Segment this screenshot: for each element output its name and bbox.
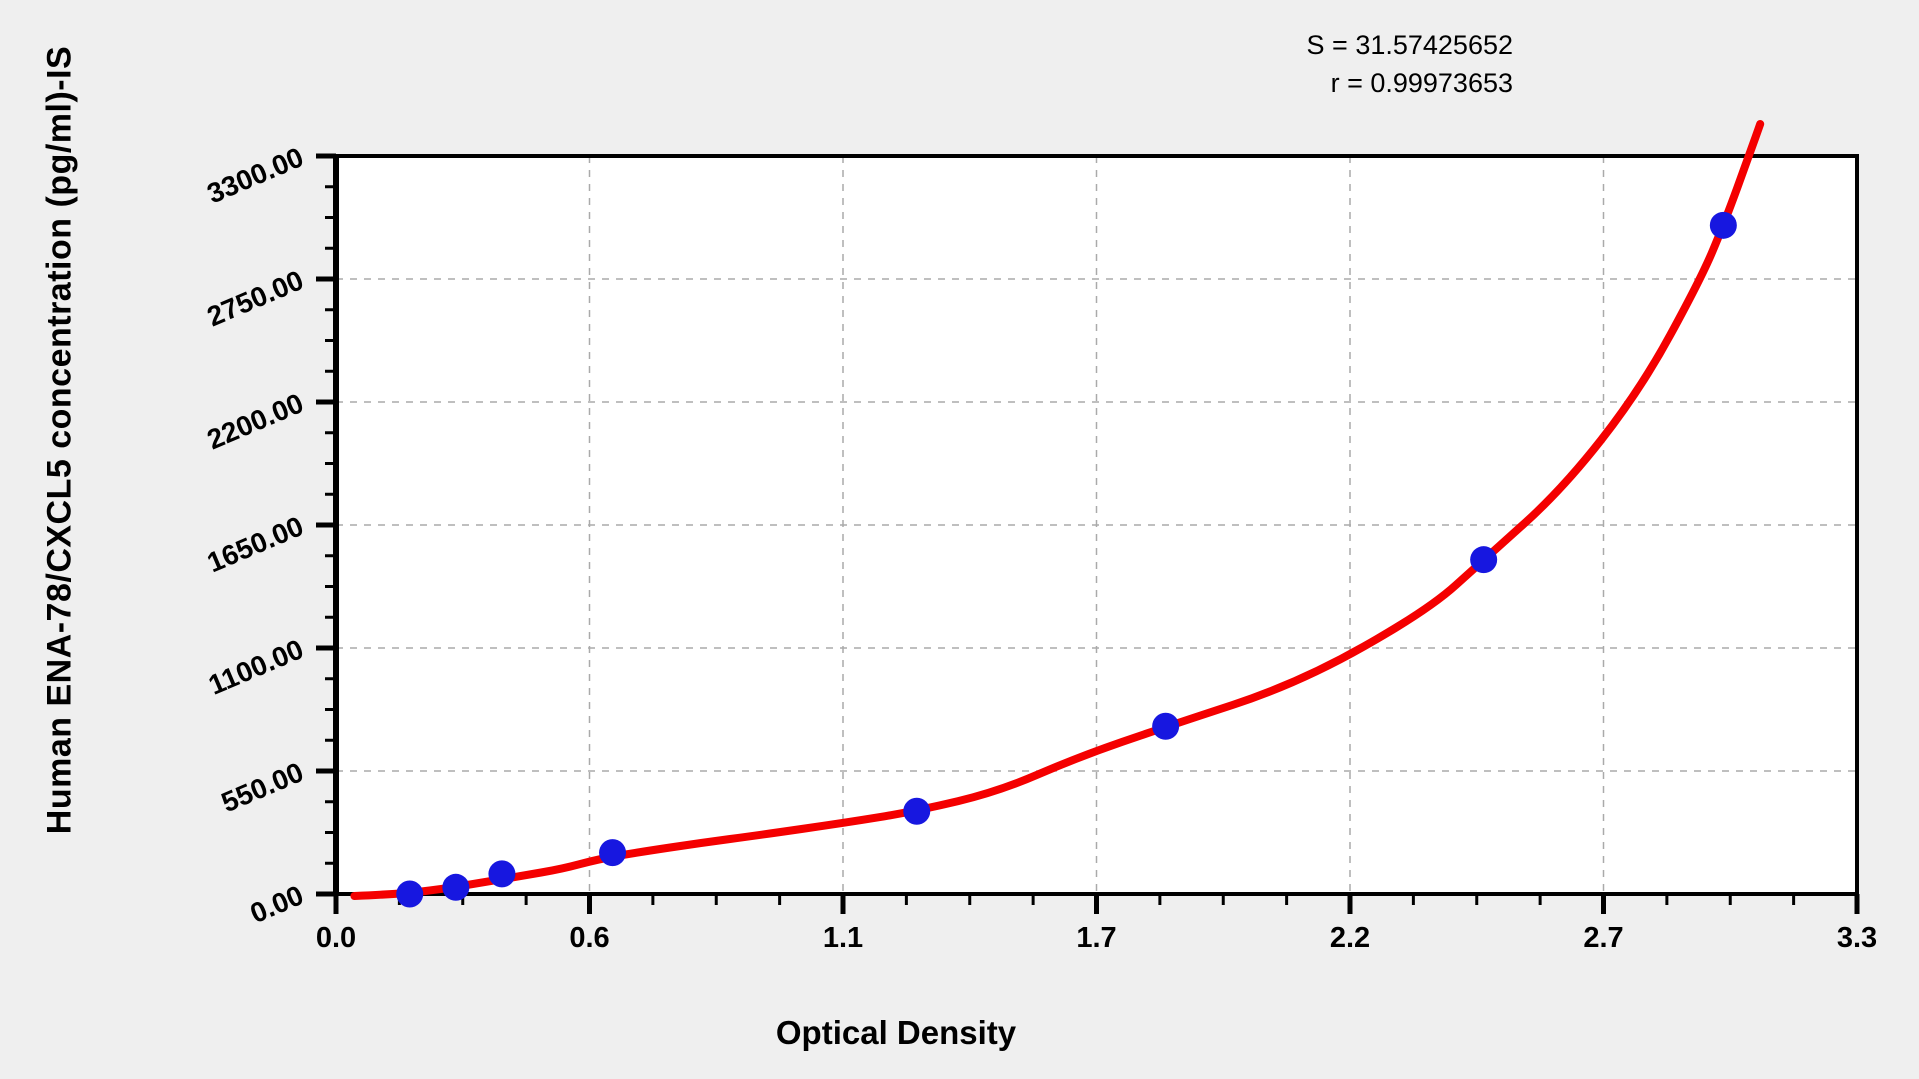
data-point <box>442 873 470 901</box>
data-point <box>1152 712 1180 740</box>
fit-statistics: S = 31.57425652 r = 0.99973653 <box>1307 26 1513 102</box>
data-point <box>488 860 516 888</box>
x-tick-label: 2.2 <box>1329 922 1371 954</box>
x-tick-label: 2.7 <box>1583 922 1624 954</box>
data-point <box>599 839 627 867</box>
fitted-curve <box>350 120 1765 900</box>
data-point <box>396 880 424 908</box>
x-tick-label: 0.6 <box>569 922 610 954</box>
r-value: r = 0.99973653 <box>1330 68 1513 98</box>
x-tick-label: 1.7 <box>1076 922 1117 954</box>
x-tick-label: 3.3 <box>1836 922 1878 954</box>
data-point <box>1470 546 1498 574</box>
s-value: S = 31.57425652 <box>1306 30 1513 60</box>
x-tick-label: 1.1 <box>822 922 864 954</box>
data-point <box>903 797 931 825</box>
x-tick-label: 0.0 <box>315 922 357 954</box>
data-point <box>1709 211 1737 239</box>
x-axis-title: Optical Density <box>775 1014 1017 1051</box>
